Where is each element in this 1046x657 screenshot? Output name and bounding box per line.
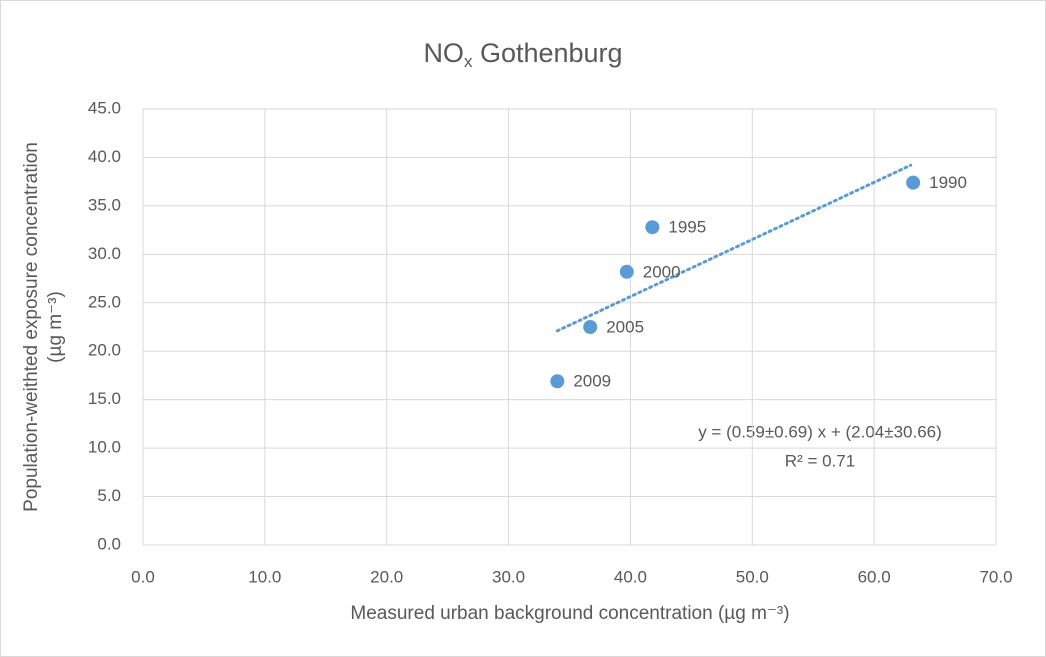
x-tick-label: 30.0 [492, 567, 525, 586]
x-tick-label: 60.0 [858, 567, 891, 586]
x-tick-label: 0.0 [131, 567, 155, 586]
title-main: NO [423, 38, 464, 68]
y-tick-label: 5.0 [97, 486, 121, 505]
x-tick-label: 50.0 [736, 567, 769, 586]
y-tick-label: 35.0 [88, 195, 121, 214]
title-rest: Gothenburg [472, 38, 622, 68]
y-tick-label: 25.0 [88, 292, 121, 311]
x-tick-label: 70.0 [979, 567, 1012, 586]
y-tick-label: 0.0 [97, 534, 121, 553]
point-label: 2005 [606, 317, 644, 336]
point [550, 374, 565, 389]
point [906, 175, 921, 190]
equation: y = (0.59±0.69) x + (2.04±30.66) [698, 422, 942, 441]
y-tick-label: 10.0 [88, 438, 121, 457]
r-squared: R² = 0.71 [785, 451, 855, 470]
point-label: 2009 [573, 372, 611, 391]
trendline [555, 163, 913, 333]
x-tick-label: 40.0 [614, 567, 647, 586]
x-tick-label: 20.0 [370, 567, 403, 586]
point-label: 2000 [643, 262, 681, 281]
x-tick-label: 10.0 [248, 567, 281, 586]
y-tick-label: 15.0 [88, 389, 121, 408]
x-axis-label: Measured urban background concentration … [350, 603, 789, 624]
y-tick-label: 30.0 [88, 244, 121, 263]
y-tick-label: 45.0 [88, 98, 121, 117]
point [619, 264, 634, 279]
y-axis-label-line: (µg m⁻³) [45, 291, 66, 363]
chart-title: NOx Gothenburg [423, 38, 622, 71]
y-axis-label-line: Population-weithted exposure concentrati… [21, 142, 42, 512]
point [645, 220, 660, 235]
point-label: 1990 [929, 173, 967, 192]
y-tick-label: 20.0 [88, 341, 121, 360]
point-label: 1995 [668, 218, 706, 237]
y-axis-label: Population-weithted exposure concentrati… [21, 142, 66, 512]
title-sub: x [464, 52, 473, 71]
point [583, 320, 598, 334]
y-tick-label: 40.0 [88, 147, 121, 166]
